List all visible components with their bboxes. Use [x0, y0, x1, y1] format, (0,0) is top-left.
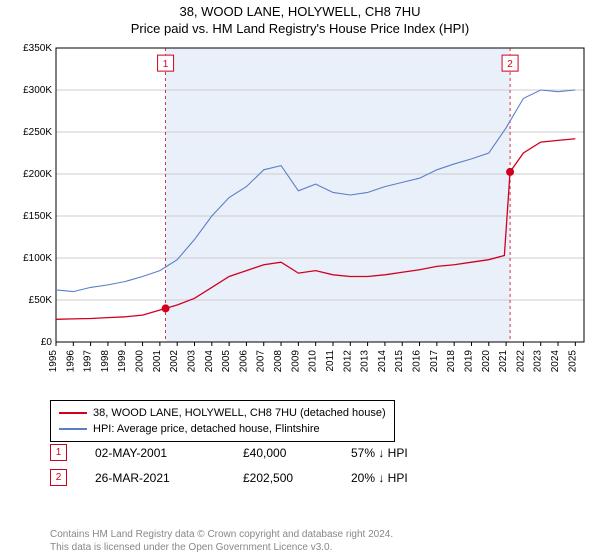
license-line1: Contains HM Land Registry data © Crown c…	[50, 528, 393, 541]
svg-text:£250K: £250K	[23, 127, 52, 138]
svg-text:£50K: £50K	[29, 295, 53, 306]
svg-text:£350K: £350K	[23, 43, 52, 54]
svg-text:2018: 2018	[446, 350, 457, 373]
license-text: Contains HM Land Registry data © Crown c…	[50, 528, 393, 554]
sale-diff: 57% ↓ HPI	[351, 446, 471, 460]
legend: 38, WOOD LANE, HOLYWELL, CH8 7HU (detach…	[50, 400, 395, 442]
svg-text:2012: 2012	[342, 350, 353, 373]
svg-text:2000: 2000	[135, 350, 146, 373]
svg-text:2008: 2008	[273, 350, 284, 373]
svg-text:£100K: £100K	[23, 253, 52, 264]
svg-text:2025: 2025	[567, 350, 578, 373]
svg-text:2002: 2002	[169, 350, 180, 373]
svg-text:£200K: £200K	[23, 169, 52, 180]
svg-text:£0: £0	[41, 337, 53, 348]
svg-text:2023: 2023	[533, 350, 544, 373]
svg-text:2010: 2010	[308, 350, 319, 373]
svg-text:2005: 2005	[221, 350, 232, 373]
sale-row: 2 26-MAR-2021 £202,500 20% ↓ HPI	[50, 469, 471, 486]
svg-text:2006: 2006	[238, 350, 249, 373]
svg-text:2014: 2014	[377, 350, 388, 373]
chart-container: 38, WOOD LANE, HOLYWELL, CH8 7HU Price p…	[0, 0, 600, 560]
sale-marker: 2	[50, 469, 67, 486]
svg-text:1998: 1998	[100, 350, 111, 373]
title-block: 38, WOOD LANE, HOLYWELL, CH8 7HU Price p…	[0, 0, 600, 36]
svg-text:2020: 2020	[481, 350, 492, 373]
svg-text:1995: 1995	[48, 350, 59, 373]
sale-date: 02-MAY-2001	[95, 446, 215, 460]
svg-text:1997: 1997	[83, 350, 94, 373]
svg-text:£300K: £300K	[23, 85, 52, 96]
sale-price: £202,500	[243, 471, 323, 485]
svg-text:2022: 2022	[515, 350, 526, 373]
sale-price: £40,000	[243, 446, 323, 460]
svg-text:£150K: £150K	[23, 211, 52, 222]
svg-text:1996: 1996	[65, 350, 76, 373]
svg-text:2001: 2001	[152, 350, 163, 373]
chart-area: £0 £50K £100K £150K £200K £250K £300K £350K 1995…	[10, 42, 590, 392]
sale-marker: 1	[50, 444, 67, 461]
svg-text:2013: 2013	[360, 350, 371, 373]
sales-table: 1 02-MAY-2001 £40,000 57% ↓ HPI 2 26-MAR-2021…	[50, 444, 471, 494]
sale-diff: 20% ↓ HPI	[351, 471, 471, 485]
svg-text:2021: 2021	[498, 350, 509, 373]
svg-text:2016: 2016	[412, 350, 423, 373]
svg-text:1999: 1999	[117, 350, 128, 373]
svg-text:2: 2	[507, 59, 513, 70]
chart-title: 38, WOOD LANE, HOLYWELL, CH8 7HU	[0, 4, 600, 19]
svg-text:2019: 2019	[463, 350, 474, 373]
chart-svg: £0 £50K £100K £150K £200K £250K £300K £350K 1995…	[10, 42, 590, 392]
sale-date: 26-MAR-2021	[95, 471, 215, 485]
svg-text:2017: 2017	[429, 350, 440, 373]
svg-text:2024: 2024	[550, 350, 561, 373]
license-line2: This data is licensed under the Open Gov…	[50, 541, 393, 554]
sale-row: 1 02-MAY-2001 £40,000 57% ↓ HPI	[50, 444, 471, 461]
svg-text:2004: 2004	[204, 350, 215, 373]
svg-text:2009: 2009	[290, 350, 301, 373]
legend-swatch	[59, 412, 87, 414]
svg-text:2011: 2011	[325, 350, 336, 372]
legend-row: 38, WOOD LANE, HOLYWELL, CH8 7HU (detach…	[59, 405, 386, 421]
legend-label: 38, WOOD LANE, HOLYWELL, CH8 7HU (detach…	[93, 405, 386, 421]
legend-swatch	[59, 428, 87, 430]
legend-label: HPI: Average price, detached house, Flin…	[93, 421, 320, 437]
svg-text:1: 1	[163, 59, 169, 70]
svg-text:2003: 2003	[186, 350, 197, 373]
svg-text:2015: 2015	[394, 350, 405, 373]
chart-subtitle: Price paid vs. HM Land Registry's House …	[0, 21, 600, 36]
legend-row: HPI: Average price, detached house, Flin…	[59, 421, 386, 437]
svg-text:2007: 2007	[256, 350, 267, 373]
